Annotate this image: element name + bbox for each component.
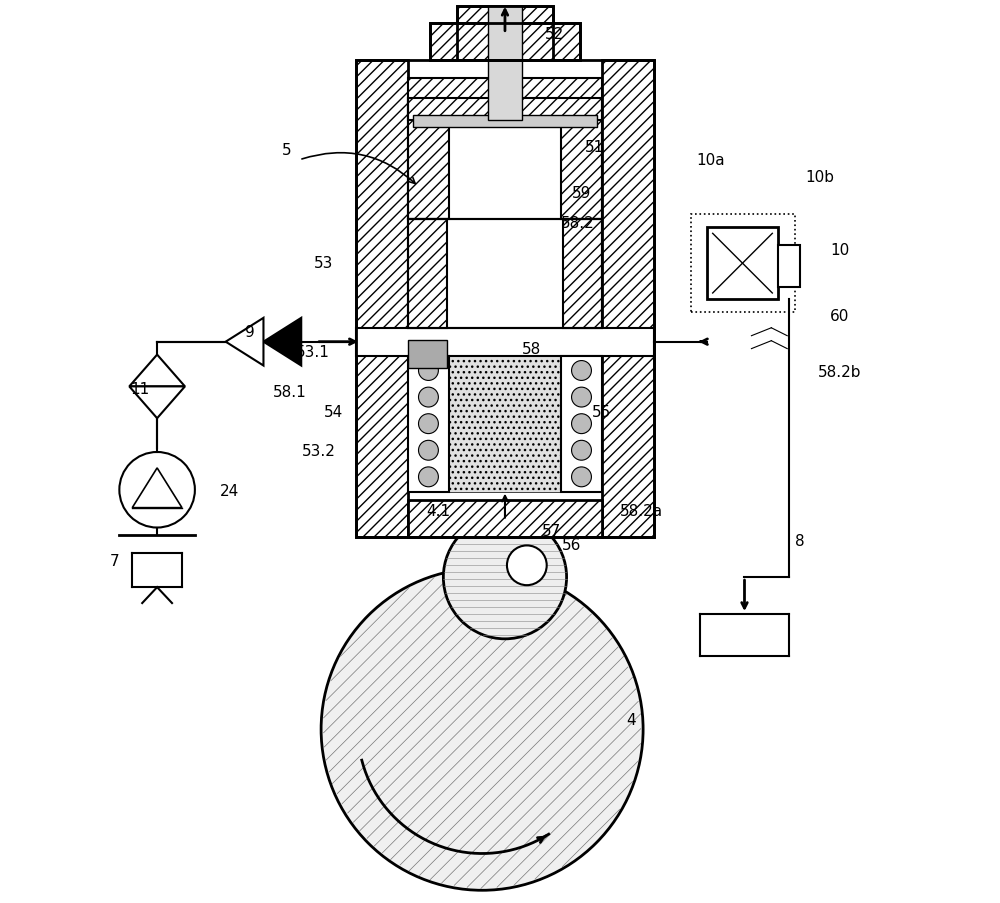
- Text: 10a: 10a: [696, 154, 725, 168]
- Bar: [602, 61, 654, 538]
- Text: 58.2b: 58.2b: [818, 365, 862, 379]
- Text: 56: 56: [562, 537, 581, 553]
- Circle shape: [507, 545, 547, 585]
- Bar: [563, 220, 602, 329]
- Bar: [408, 79, 602, 121]
- Bar: [408, 220, 447, 329]
- Bar: [430, 23, 580, 61]
- Polygon shape: [226, 319, 263, 366]
- Text: 51: 51: [585, 140, 604, 155]
- Text: 55: 55: [592, 405, 611, 419]
- Bar: [457, 6, 553, 61]
- Bar: [356, 329, 654, 356]
- Text: 9: 9: [245, 325, 254, 340]
- Bar: [356, 61, 654, 538]
- Text: 53.1: 53.1: [296, 345, 330, 359]
- Bar: [408, 340, 447, 368]
- Bar: [408, 356, 449, 492]
- Text: 24: 24: [220, 484, 239, 498]
- Circle shape: [419, 414, 438, 434]
- Circle shape: [419, 387, 438, 407]
- Text: 53: 53: [313, 256, 333, 270]
- Bar: [691, 215, 795, 312]
- Text: 58: 58: [522, 341, 541, 357]
- Circle shape: [419, 361, 438, 381]
- Text: 58.1: 58.1: [272, 385, 306, 399]
- Bar: [488, 61, 522, 121]
- Circle shape: [572, 441, 591, 461]
- Circle shape: [572, 468, 591, 488]
- Bar: [457, 6, 553, 61]
- Text: 4.1: 4.1: [426, 504, 450, 518]
- Circle shape: [572, 387, 591, 407]
- Bar: [356, 61, 408, 538]
- Circle shape: [572, 361, 591, 381]
- Text: 57: 57: [542, 524, 561, 538]
- Bar: [707, 228, 778, 300]
- Circle shape: [321, 569, 643, 890]
- Circle shape: [572, 414, 591, 434]
- Bar: [408, 99, 449, 220]
- Text: 54: 54: [323, 405, 343, 419]
- Text: 10: 10: [830, 243, 850, 257]
- Text: 60: 60: [830, 309, 850, 324]
- Bar: [430, 23, 580, 61]
- Text: 53.2: 53.2: [302, 444, 336, 459]
- Bar: [778, 246, 800, 288]
- Bar: [488, 6, 522, 61]
- Bar: [561, 99, 602, 220]
- Polygon shape: [129, 355, 185, 387]
- Text: 7: 7: [110, 554, 119, 568]
- Polygon shape: [132, 469, 182, 508]
- Bar: [408, 99, 602, 220]
- Text: 52: 52: [545, 27, 564, 42]
- Text: 8: 8: [795, 534, 805, 548]
- Text: 10b: 10b: [806, 170, 835, 185]
- Text: 58.2: 58.2: [561, 216, 594, 230]
- Bar: [413, 116, 597, 128]
- Polygon shape: [129, 387, 185, 419]
- Bar: [408, 220, 602, 329]
- Bar: [408, 500, 602, 538]
- Text: 4: 4: [626, 712, 636, 727]
- Text: 59: 59: [572, 186, 591, 200]
- Bar: [561, 356, 602, 492]
- Bar: [449, 356, 561, 492]
- Polygon shape: [263, 319, 301, 366]
- Circle shape: [443, 516, 567, 639]
- Circle shape: [419, 441, 438, 461]
- Circle shape: [419, 468, 438, 488]
- Text: 5: 5: [282, 144, 291, 158]
- Text: 11: 11: [131, 381, 150, 396]
- Text: 58.2a: 58.2a: [620, 504, 663, 518]
